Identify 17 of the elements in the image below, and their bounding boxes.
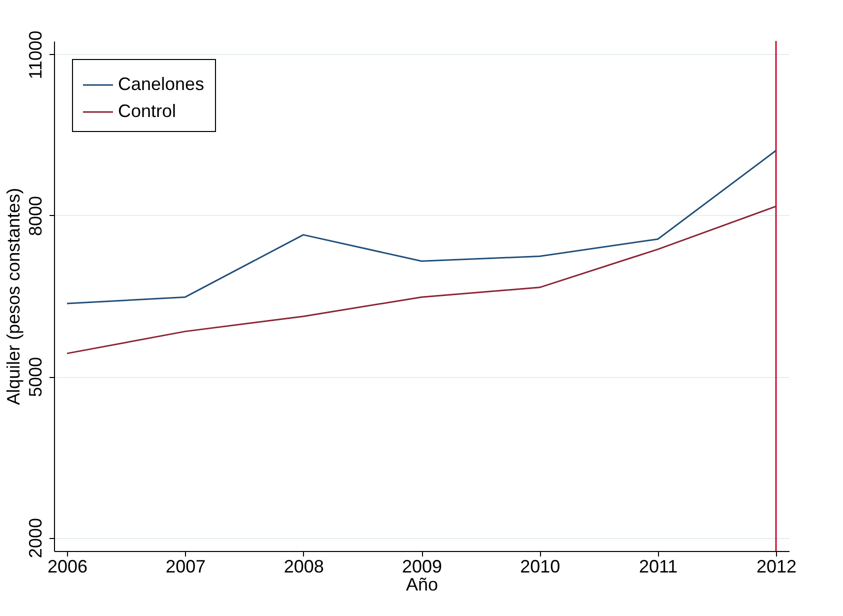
legend-label: Canelones bbox=[118, 74, 204, 94]
x-tick-label: 2010 bbox=[520, 556, 560, 576]
x-tick-label: 2008 bbox=[284, 556, 324, 576]
x-tick-label: 2009 bbox=[402, 556, 442, 576]
x-tick-label: 2011 bbox=[638, 556, 678, 576]
y-axis-title: Alquiler (pesos constantes) bbox=[4, 188, 24, 406]
legend-label: Control bbox=[118, 101, 176, 121]
x-tick-label: 2007 bbox=[166, 556, 206, 576]
y-tick-label: 2000 bbox=[26, 518, 46, 558]
x-tick-label: 2012 bbox=[756, 556, 797, 576]
line-series bbox=[66, 206, 777, 354]
y-tick-label: 5000 bbox=[26, 357, 46, 398]
x-axis-title: Año bbox=[406, 574, 438, 594]
x-tick-label: 2006 bbox=[47, 556, 88, 576]
y-tick-label: 8000 bbox=[26, 196, 46, 236]
y-tick-label: 11000 bbox=[26, 30, 46, 80]
line-series bbox=[66, 150, 777, 304]
